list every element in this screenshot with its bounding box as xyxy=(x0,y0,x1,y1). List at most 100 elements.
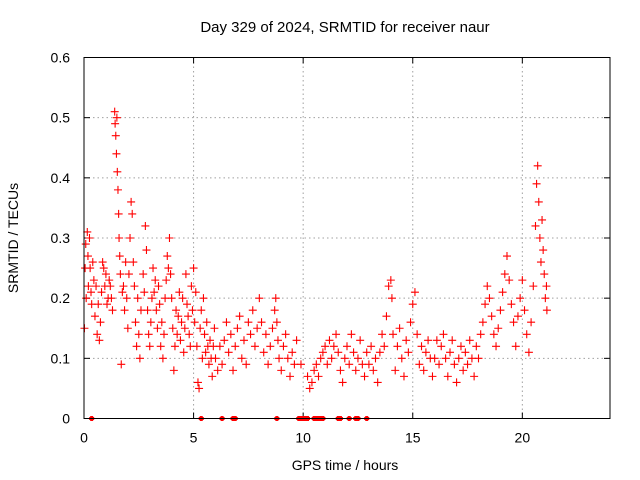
data-point xyxy=(130,282,139,291)
data-point xyxy=(323,360,332,369)
data-point xyxy=(325,336,334,345)
data-point xyxy=(534,197,543,206)
data-point xyxy=(244,318,253,327)
data-point xyxy=(542,306,551,315)
data-point xyxy=(268,324,277,333)
data-point xyxy=(538,215,547,224)
data-point xyxy=(386,276,395,285)
data-point xyxy=(162,276,171,285)
data-point xyxy=(271,294,280,303)
data-point xyxy=(107,294,116,303)
data-point xyxy=(470,372,479,381)
data-point xyxy=(502,252,511,261)
data-point xyxy=(183,300,192,309)
data-point xyxy=(373,378,382,387)
data-point xyxy=(83,227,92,236)
data-point xyxy=(82,294,91,303)
data-point xyxy=(192,342,201,351)
data-point xyxy=(465,336,474,345)
data-point xyxy=(208,372,217,381)
data-point xyxy=(417,342,426,351)
data-point xyxy=(404,348,413,357)
data-point xyxy=(270,306,279,315)
data-point xyxy=(115,234,124,242)
data-point xyxy=(86,264,95,273)
data-point xyxy=(222,318,231,327)
data-point xyxy=(231,342,240,351)
data-point xyxy=(531,221,540,230)
data-point xyxy=(88,258,97,267)
data-point xyxy=(441,354,450,363)
data-point xyxy=(97,288,106,297)
data-point xyxy=(281,330,290,339)
x-tick-label: 0 xyxy=(80,430,88,446)
data-point xyxy=(259,348,268,357)
data-point xyxy=(93,330,102,339)
data-point xyxy=(90,312,99,321)
data-point xyxy=(146,318,155,327)
data-point xyxy=(87,288,96,297)
data-point xyxy=(124,270,133,279)
data-point xyxy=(250,342,259,351)
x-tick-label: 10 xyxy=(295,430,311,446)
data-point xyxy=(389,330,398,339)
data-point xyxy=(419,366,428,375)
data-point xyxy=(524,348,533,357)
data-point xyxy=(229,366,238,375)
data-point xyxy=(336,366,345,375)
data-point xyxy=(178,294,187,303)
data-point xyxy=(193,378,202,387)
data-point xyxy=(170,342,179,351)
data-point xyxy=(487,312,496,321)
data-point xyxy=(150,288,159,297)
data-point xyxy=(172,306,181,315)
data-point xyxy=(128,209,137,218)
data-point xyxy=(498,288,507,297)
y-tick-label: 0 xyxy=(62,411,70,427)
data-point xyxy=(476,330,485,339)
data-point xyxy=(122,294,131,303)
data-point xyxy=(98,258,107,267)
data-point xyxy=(496,306,505,315)
data-point xyxy=(305,384,314,393)
data-point xyxy=(310,366,319,375)
data-point xyxy=(332,330,341,339)
data-point xyxy=(237,354,246,363)
data-point xyxy=(402,336,411,345)
data-point xyxy=(169,366,178,375)
data-point xyxy=(454,354,463,363)
data-point xyxy=(539,246,548,255)
data-point xyxy=(446,348,455,357)
data-point xyxy=(378,330,387,339)
data-point xyxy=(134,330,143,339)
data-point xyxy=(92,282,101,291)
data-point xyxy=(430,354,439,363)
data-point xyxy=(353,354,362,363)
grid xyxy=(84,57,610,419)
data-point xyxy=(135,354,144,363)
data-point xyxy=(307,378,316,387)
data-point xyxy=(424,336,433,345)
data-point xyxy=(316,354,325,363)
data-point xyxy=(461,348,470,357)
data-point xyxy=(356,336,365,345)
x-tick-label: 5 xyxy=(190,430,198,446)
data-point xyxy=(253,324,262,333)
data-point xyxy=(532,179,541,188)
data-point xyxy=(303,372,312,381)
data-point xyxy=(116,270,125,279)
data-point xyxy=(500,270,509,279)
data-point xyxy=(492,342,501,351)
data-point xyxy=(153,324,162,333)
data-point xyxy=(184,312,193,321)
data-point xyxy=(131,318,140,327)
data-point xyxy=(387,294,396,303)
data-point xyxy=(126,234,135,242)
data-point xyxy=(123,324,132,333)
data-point xyxy=(489,330,498,339)
data-point xyxy=(84,282,93,291)
data-point xyxy=(272,318,281,327)
data-point xyxy=(345,360,354,369)
data-point xyxy=(507,300,516,309)
data-point xyxy=(195,384,204,393)
